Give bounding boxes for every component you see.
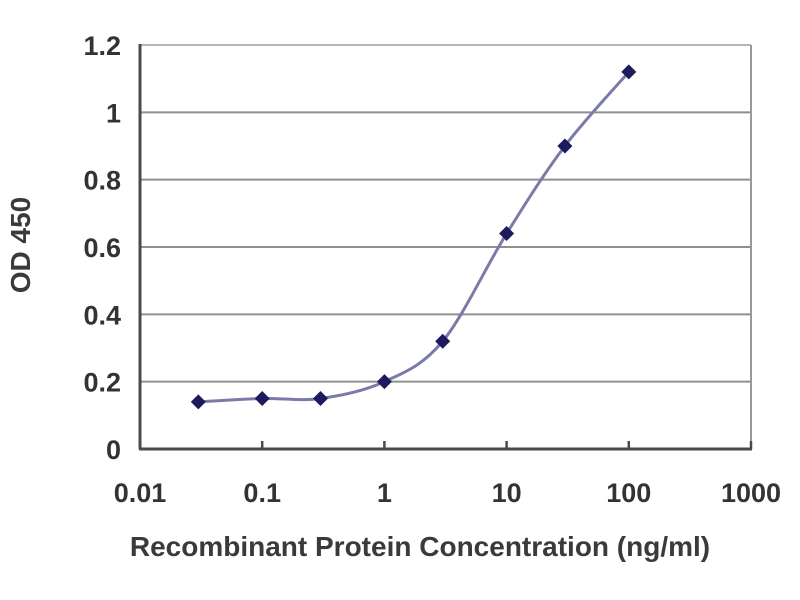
x-tick-label: 1 xyxy=(377,478,392,508)
y-tick-label: 1 xyxy=(106,98,121,128)
series-line xyxy=(198,70,630,404)
data-point-marker xyxy=(621,64,637,80)
x-tick-label: 100 xyxy=(606,478,651,508)
y-tick-label: 0.4 xyxy=(83,300,121,330)
y-axis-title: OD 450 xyxy=(5,196,36,294)
y-tick-label: 0.6 xyxy=(83,233,121,263)
y-tick-label: 1.2 xyxy=(83,31,121,61)
y-tick-label: 0.2 xyxy=(83,368,121,398)
y-tick-label: 0 xyxy=(106,435,121,465)
x-tick-label: 1000 xyxy=(721,478,781,508)
data-point-marker xyxy=(254,391,270,406)
x-tick-label: 0.1 xyxy=(243,478,281,508)
x-tick-label: 0.01 xyxy=(114,478,167,508)
data-point-marker xyxy=(313,391,329,406)
y-tick-label: 0.8 xyxy=(83,166,121,196)
x-axis-title: Recombinant Protein Concentration (ng/ml… xyxy=(129,531,711,562)
data-point-marker xyxy=(376,374,392,390)
x-tick-label: 10 xyxy=(492,478,522,508)
data-point-marker xyxy=(190,394,206,410)
data-point-marker xyxy=(499,226,515,242)
data-point-marker xyxy=(557,138,573,154)
data-point-marker xyxy=(435,333,451,349)
